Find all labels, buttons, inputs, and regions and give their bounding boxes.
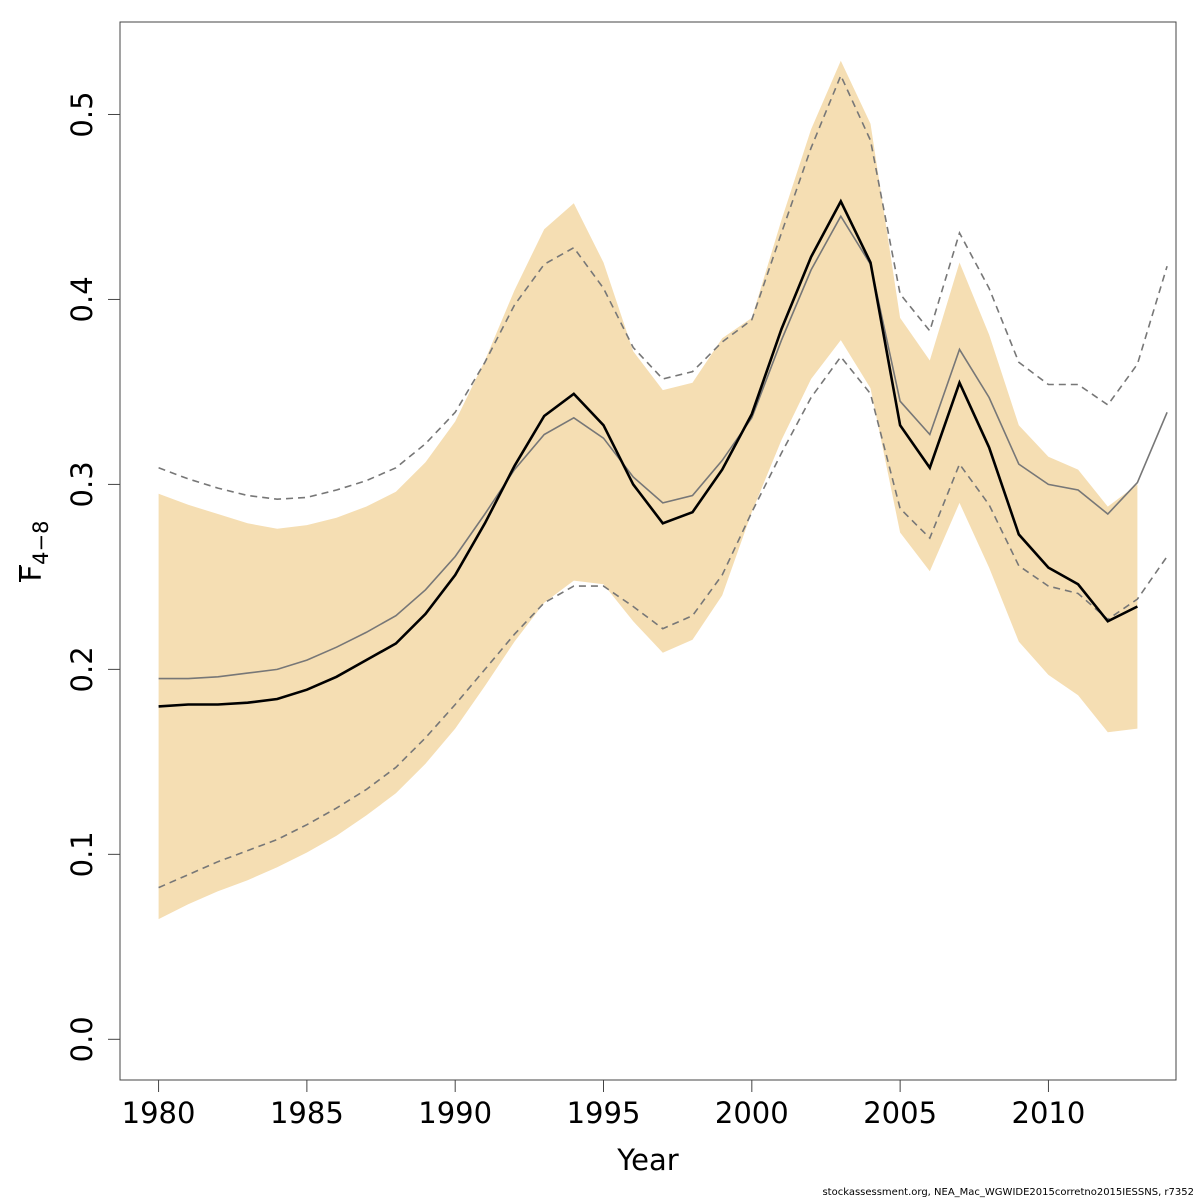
y-tick-label: 0.3 [65, 461, 99, 507]
y-tick-label: 0.1 [65, 831, 99, 877]
x-tick-label: 1990 [418, 1096, 492, 1130]
x-tick-label: 2000 [715, 1096, 789, 1130]
x-axis-title: Year [616, 1143, 678, 1177]
y-tick-label: 0.0 [65, 1016, 99, 1062]
previous-estimate-line [158, 214, 1168, 680]
previous-lower-bound-line [158, 355, 1168, 889]
svg-text:F4−8: F4−8 [14, 520, 53, 581]
x-tick-label: 2005 [863, 1096, 937, 1130]
x-axis: 1980 1985 1990 1995 2000 2005 2010 [122, 1079, 1086, 1130]
y-axis: 0.0 0.1 0.2 0.3 0.4 0.5 [65, 91, 121, 1062]
y-tick-label: 0.5 [65, 91, 99, 137]
y-tick-label: 0.4 [65, 276, 99, 322]
estimate-line [158, 198, 1138, 708]
previous-upper-bound-line [158, 73, 1168, 501]
x-tick-label: 1995 [567, 1096, 641, 1130]
y-axis-title-sub: 4−8 [29, 520, 53, 564]
y-tick-label: 0.2 [65, 646, 99, 692]
y-axis-title-main: F [14, 565, 48, 582]
x-tick-label: 1980 [122, 1096, 196, 1130]
footnote: stockassessment.org, NEA_Mac_WGWIDE2015c… [822, 1187, 1194, 1198]
x-tick-label: 2010 [1012, 1096, 1086, 1130]
x-tick-label: 1985 [270, 1096, 344, 1130]
y-axis-title: F4−8 [14, 520, 53, 582]
